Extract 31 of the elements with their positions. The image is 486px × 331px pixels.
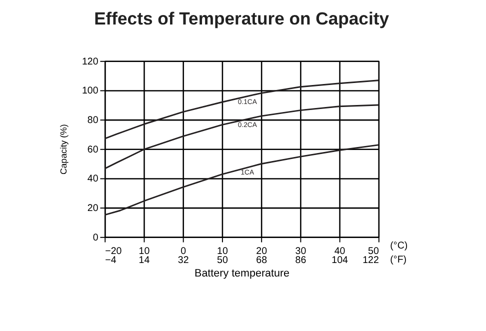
line-series xyxy=(104,80,380,140)
y-tick-label: 0 xyxy=(92,232,99,244)
x-tick-label: 10 xyxy=(138,246,150,258)
x-tick-label: 40 xyxy=(334,246,346,258)
x-tick-label: 10 xyxy=(217,246,228,258)
x2-tick-label: 14 xyxy=(138,254,150,266)
x-tick-label: 0 xyxy=(180,246,187,258)
x2-tick-label: −4 xyxy=(105,254,117,266)
x2-tick-label: 32 xyxy=(178,254,189,266)
x2-tick-label: 104 xyxy=(332,254,349,266)
y-tick-label: 60 xyxy=(87,144,99,156)
line-series xyxy=(104,104,380,170)
y-tick-label: 80 xyxy=(87,114,99,126)
text: (°C) xyxy=(390,240,408,252)
x-axis-title: Battery temperature xyxy=(194,268,290,280)
y-tick-label: 40 xyxy=(87,174,99,185)
x2-tick-label: 50 xyxy=(217,254,228,266)
y-tick-label: 100 xyxy=(82,86,99,97)
x2-tick-label: 68 xyxy=(256,254,268,266)
x-tick-label: 30 xyxy=(295,246,307,258)
chart-title: Effects of Temperature on Capacity xyxy=(94,8,390,29)
text: (°F) xyxy=(390,254,407,266)
x2-tick-label: 122 xyxy=(362,254,379,266)
y-axis-title: Capacity (%) xyxy=(58,124,68,175)
x2-tick-label: 86 xyxy=(295,254,306,266)
x-tick-label: −20 xyxy=(105,246,122,258)
line-series xyxy=(104,144,380,216)
y-tick-label: 20 xyxy=(87,202,99,214)
y-tick-label: 120 xyxy=(82,56,99,68)
x-tick-label: 20 xyxy=(256,246,268,258)
x-tick-label: 50 xyxy=(368,246,380,258)
